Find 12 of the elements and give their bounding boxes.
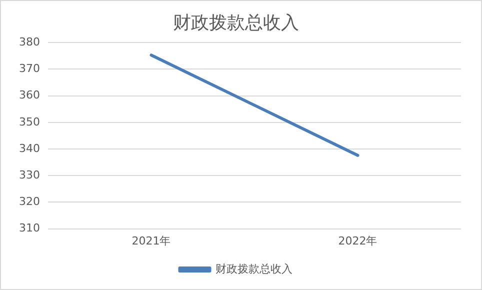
y-tick-label: 360 [18,88,40,102]
y-tick-label: 370 [18,62,40,76]
y-tick-label: 350 [18,115,40,128]
chart-title: 财政拨款总收入 [173,12,299,34]
y-tick-label: 320 [18,195,40,208]
legend-label: 财政拨款总收入 [215,262,292,276]
x-tick-label: 2022年 [338,234,378,248]
y-tick-label: 380 [18,35,40,48]
x-tick-label: 2021年 [132,234,171,248]
y-tick-label: 310 [18,222,40,235]
y-tick-label: 340 [18,142,40,155]
y-tick-label: 330 [18,168,40,182]
